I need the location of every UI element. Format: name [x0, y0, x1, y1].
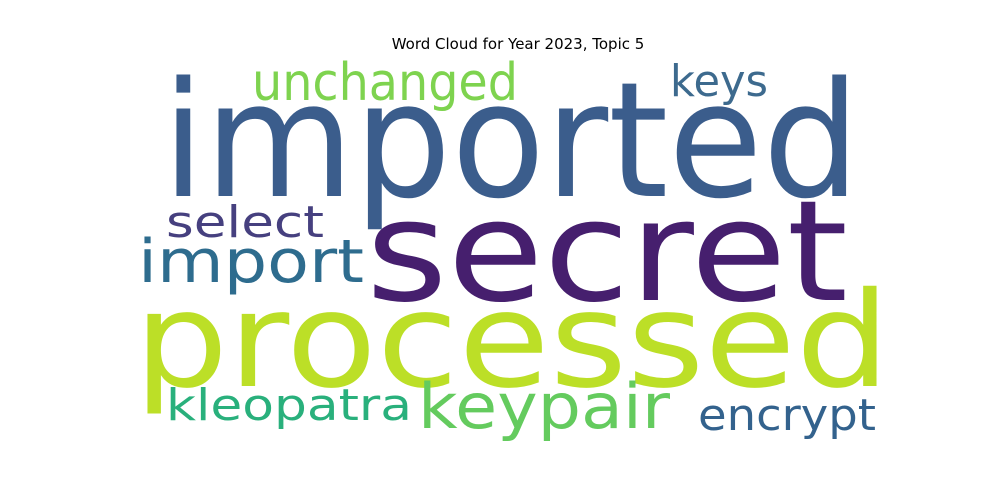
- word-select: select: [166, 197, 324, 248]
- figure-title: Word Cloud for Year 2023, Topic 5: [391, 35, 645, 53]
- word-keypair: keypair: [418, 370, 671, 443]
- word-import: import: [138, 227, 364, 297]
- word-secret: secret: [366, 171, 848, 334]
- word-imported: imported: [162, 47, 860, 234]
- word-processed: processed: [134, 264, 890, 418]
- word-unchanged: unchanged: [252, 53, 518, 113]
- word-kleopatra: kleopatra: [166, 380, 412, 431]
- word-keys: keys: [670, 56, 768, 107]
- word-encrypt: encrypt: [698, 390, 876, 441]
